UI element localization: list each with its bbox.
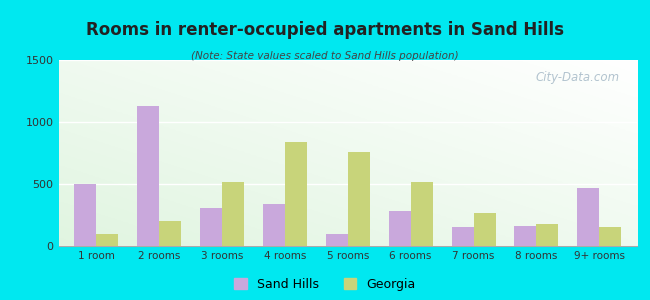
- Text: (Note: State values scaled to Sand Hills population): (Note: State values scaled to Sand Hills…: [191, 51, 459, 61]
- Bar: [137, 106, 159, 246]
- Bar: [411, 182, 433, 246]
- Text: Rooms in renter-occupied apartments in Sand Hills: Rooms in renter-occupied apartments in S…: [86, 21, 564, 39]
- Bar: [536, 224, 558, 246]
- Bar: [263, 204, 285, 246]
- Bar: [348, 152, 370, 246]
- Bar: [96, 234, 118, 246]
- Bar: [159, 221, 181, 246]
- Bar: [599, 227, 621, 246]
- Bar: [285, 142, 307, 246]
- Bar: [577, 188, 599, 246]
- Bar: [389, 211, 411, 246]
- Bar: [473, 213, 495, 246]
- Bar: [74, 184, 96, 246]
- Legend: Sand Hills, Georgia: Sand Hills, Georgia: [235, 278, 415, 291]
- Bar: [200, 208, 222, 246]
- Bar: [326, 234, 348, 246]
- Text: City-Data.com: City-Data.com: [536, 71, 619, 84]
- Bar: [222, 182, 244, 246]
- Bar: [514, 226, 536, 246]
- Bar: [452, 227, 473, 246]
